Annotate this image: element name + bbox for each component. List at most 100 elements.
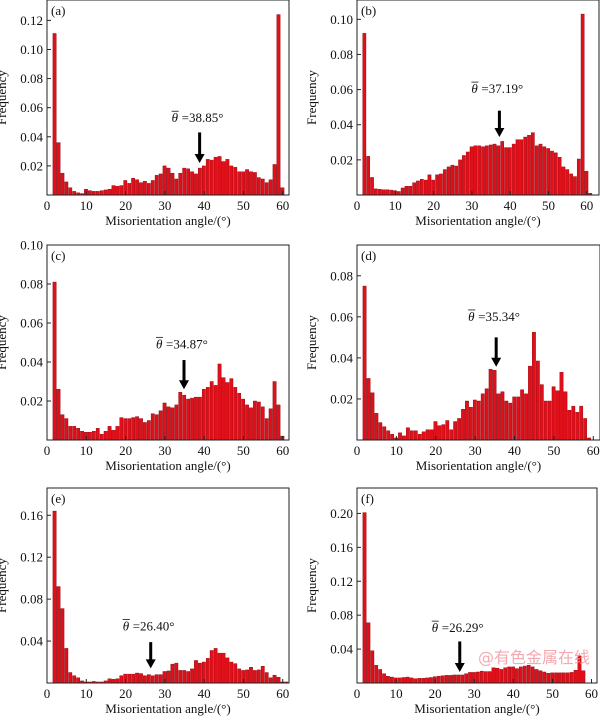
histogram-bar [452, 674, 457, 684]
y-tick-label: 0.12 [330, 574, 353, 589]
histogram-bar [190, 397, 194, 441]
histogram-bar [538, 143, 543, 196]
histogram-bar [103, 431, 108, 441]
histogram-bar [491, 667, 496, 684]
histogram-bar [385, 189, 390, 196]
x-tick-label: 40 [507, 686, 520, 701]
histogram-bar [406, 427, 410, 441]
histogram-bar [256, 669, 261, 684]
y-tick-label: 0.08 [20, 592, 43, 607]
histogram-bar [446, 166, 451, 196]
histogram-bar [135, 672, 139, 684]
histogram-bar [366, 156, 371, 196]
histogram-bar [539, 384, 544, 441]
histogram-bar [515, 139, 520, 196]
y-tick-label: 0.04 [20, 129, 43, 144]
histogram-bar [479, 670, 484, 684]
histogram-bar [500, 391, 505, 441]
histogram-bar [178, 172, 183, 196]
histogram-bar [567, 410, 572, 441]
panel-label: (c) [51, 248, 65, 263]
histogram-bar [464, 673, 469, 684]
histogram-bar [563, 391, 568, 441]
histogram-bar [488, 144, 493, 196]
histogram-bar [374, 664, 379, 684]
histogram-bar [135, 179, 139, 196]
x-tick-label: 60 [587, 443, 600, 458]
mean-arrow-head [178, 380, 189, 390]
histogram-bar [425, 429, 430, 441]
panel-label: (f) [361, 491, 374, 506]
histogram-bar [162, 165, 167, 196]
histogram-bar [115, 186, 120, 196]
histogram-bar [198, 662, 202, 684]
mean-arrow-head [145, 659, 156, 669]
histogram-bar [127, 418, 132, 441]
histogram-bar [272, 674, 277, 684]
y-tick-label: 0.02 [20, 158, 43, 173]
histogram-bar [91, 191, 96, 196]
x-tick-label: 30 [469, 443, 482, 458]
histogram-bar [174, 404, 179, 441]
histogram-bar [472, 399, 477, 441]
histogram-bar [370, 650, 375, 684]
histogram-bar [174, 662, 179, 684]
histogram-bar [249, 667, 253, 684]
histogram-bar [131, 417, 135, 441]
mean-arrow-head [491, 357, 502, 367]
histogram-bar [205, 159, 210, 196]
histogram-bar [439, 173, 443, 196]
histogram-bar [413, 678, 418, 684]
axes-frame [356, 244, 600, 441]
y-tick-label: 0.10 [20, 238, 43, 253]
histogram-bar [205, 387, 210, 441]
histogram-bar [111, 430, 116, 441]
histogram-bar [229, 378, 234, 441]
histogram-bar [445, 420, 450, 441]
histogram-bar [370, 392, 375, 441]
histogram-bar [583, 418, 587, 441]
histogram-bar [573, 670, 578, 684]
x-tick-label: 40 [198, 686, 211, 701]
histogram-bar [150, 180, 155, 196]
histogram-bar [146, 183, 151, 196]
histogram-bar [454, 165, 459, 196]
mean-annotation: =26.29° [442, 620, 484, 635]
histogram-bar [272, 164, 277, 196]
histogram-bar [444, 675, 449, 684]
histogram-bar [80, 431, 84, 441]
histogram-bar [370, 177, 374, 196]
panel-e: 0 10 20 30 40 50 60 0.04 0.08 0.12 0.16 Misorientat… [0, 487, 290, 716]
histogram-bar [468, 672, 472, 684]
histogram-bar [72, 675, 77, 684]
histogram-bar [264, 182, 269, 196]
histogram-bar [221, 161, 226, 196]
histogram-bar [554, 672, 558, 684]
histogram-bar [209, 159, 214, 196]
histogram-bar [217, 363, 222, 441]
histogram-bar [260, 178, 265, 196]
histogram-bar [194, 660, 198, 684]
y-tick-label: 0.02 [330, 152, 353, 167]
histogram-bar [532, 332, 536, 441]
histogram-bar [241, 398, 245, 441]
histogram-bar [170, 407, 175, 441]
x-tick-label: 0 [44, 686, 51, 701]
theta-bar-symbol: θ [172, 110, 179, 125]
histogram-bar [111, 679, 116, 684]
histogram-bar [131, 673, 135, 684]
histogram-bar [496, 393, 501, 441]
histogram-bar [457, 418, 461, 441]
histogram-bar [496, 145, 501, 196]
histogram-bar [458, 159, 462, 196]
axes-frame [46, 0, 290, 196]
histogram-bar [546, 148, 550, 196]
histogram-bar [76, 428, 80, 441]
histogram-bar [64, 648, 69, 684]
x-tick-label: 50 [542, 198, 555, 213]
theta-bar-symbol: θ [432, 620, 439, 635]
y-tick-label: 0.02 [20, 394, 43, 409]
histogram-bar [538, 670, 543, 684]
histogram-bar [374, 188, 378, 196]
histogram-bar [225, 382, 230, 441]
